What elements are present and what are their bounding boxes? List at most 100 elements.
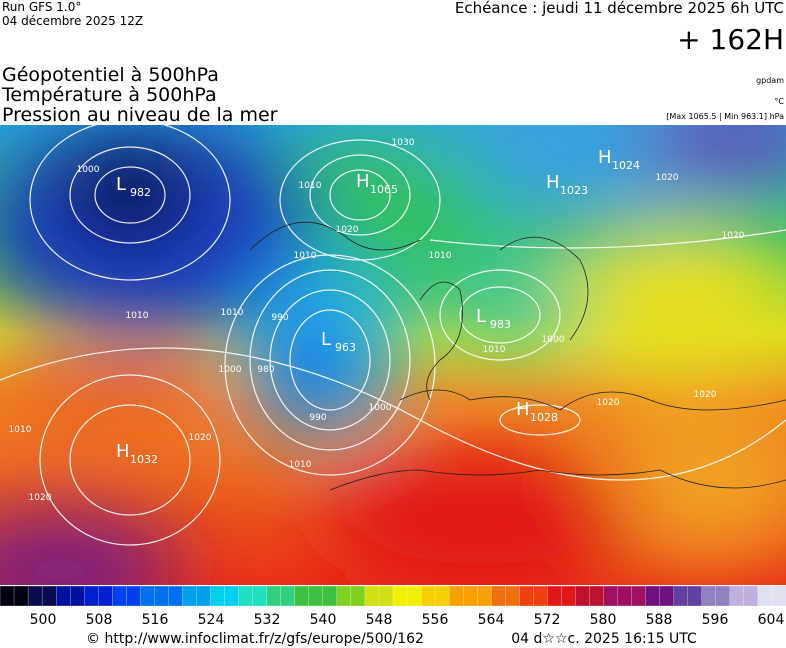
colorbar-cell [771, 585, 786, 607]
colorbar-label: 500 [30, 612, 57, 628]
colorbar-cell [84, 585, 99, 607]
colorbar-cell [13, 585, 29, 607]
isobar-label: 980 [257, 365, 274, 375]
colorbar-label: 580 [590, 612, 617, 628]
colorbar-cell [420, 585, 436, 607]
colorbar-cell [0, 585, 15, 607]
colorbar-cell [182, 585, 198, 607]
isobar-label: 1010 [9, 425, 32, 435]
colorbar-cell [477, 585, 492, 607]
isobar-label: 1020 [694, 390, 717, 400]
center-kind: L [476, 306, 486, 327]
colorbar-cell [210, 585, 226, 607]
colorbar-cell [392, 585, 408, 607]
colorbar-cell [505, 585, 520, 607]
isobar-label: 1010 [221, 308, 244, 318]
colorbar-cell [280, 585, 296, 607]
isobar-label: 1020 [29, 493, 52, 503]
center-value: 983 [490, 318, 511, 331]
colorbar-label: 564 [478, 612, 505, 628]
isobar-label: 1010 [126, 311, 149, 321]
colorbar-cell [729, 585, 745, 607]
colorbar-cell [448, 585, 464, 607]
colorbar-cell [55, 585, 71, 607]
colorbar-cell [336, 585, 352, 607]
isobar-label: 1000 [542, 335, 565, 345]
colorbar-cell [519, 585, 535, 607]
isobar-label: 1000 [219, 365, 242, 375]
colorbar-cell [294, 585, 310, 607]
colorbar-cell [743, 585, 759, 607]
colorbar-cell [631, 585, 647, 607]
run-date: 04 décembre 2025 12Z [2, 14, 143, 28]
coastlines [249, 221, 786, 491]
center-value: 982 [130, 186, 151, 199]
isobar-label: 1010 [429, 251, 452, 261]
colorbar-cell [41, 585, 57, 607]
title-pressure: Pression au niveau de la mer [2, 104, 278, 126]
lead-time: + 162H [677, 23, 784, 56]
colorbar-cell [575, 585, 591, 607]
footer-date: 04 d☆☆c. 2025 16:15 UTC [511, 631, 697, 647]
isobar-label: 1000 [77, 165, 100, 175]
colorbar-cell [603, 585, 619, 607]
colorbar-cell [126, 585, 142, 607]
colorbar-cell [98, 585, 113, 607]
colorbar-cell [27, 585, 43, 607]
colorbar-cell [378, 585, 394, 607]
colorbar-cell [673, 585, 689, 607]
pressure-range: [Max 1065.5 | Min 963.1] hPa [666, 112, 784, 121]
colorbar-cell [434, 585, 450, 607]
colorbar-label: 572 [534, 612, 561, 628]
colorbar-cell [140, 585, 156, 607]
center-kind: H [116, 441, 130, 462]
colorbar-label: 596 [702, 612, 729, 628]
colorbar-cell [645, 585, 661, 607]
colorbar-label: 548 [366, 612, 393, 628]
colorbar-cell [589, 585, 605, 607]
title-geopotential: Géopotentiel à 500hPa [2, 64, 219, 86]
isobar-label: 1020 [336, 225, 359, 235]
colorbar-label: 516 [142, 612, 169, 628]
center-value: 1028 [530, 411, 558, 424]
colorbar-cell [322, 585, 338, 607]
center-value: 1024 [612, 159, 640, 172]
isobar-label: 1010 [483, 345, 506, 355]
colorbar-cell [561, 585, 577, 607]
unit-temperature: °C [774, 97, 784, 106]
colorbar-cell [491, 585, 506, 607]
colorbar-cell [308, 585, 324, 607]
colorbar-cell [168, 585, 184, 607]
colorbar-label: 588 [646, 612, 673, 628]
isobar-label: 1020 [722, 231, 745, 241]
isobar-label: 1020 [597, 398, 620, 408]
colorbar-label: 556 [422, 612, 449, 628]
run-label: Run GFS 1.0° [2, 0, 81, 14]
colorbar-label: 540 [310, 612, 337, 628]
colorbar-cell [659, 585, 675, 607]
colorbar-cell [687, 585, 703, 607]
center-kind: H [516, 399, 530, 420]
isobar-label: 1010 [294, 251, 317, 261]
center-kind: H [356, 171, 370, 192]
colorbar-cell [547, 585, 563, 607]
isobar-label: 1010 [299, 181, 322, 191]
colorbar-label: 532 [254, 612, 281, 628]
center-kind: H [546, 172, 560, 193]
colorbar-cell [70, 585, 85, 607]
colorbar-cell [112, 585, 127, 607]
colorbar-cell [757, 585, 773, 607]
isobar-label: 1020 [189, 433, 212, 443]
center-value: 1065 [370, 183, 398, 196]
colorbar-cell [617, 585, 633, 607]
colorbar-cell [196, 585, 212, 607]
colorbar-cell [224, 585, 240, 607]
center-kind: L [321, 329, 331, 350]
center-value: 963 [335, 341, 356, 354]
isobar-label: 990 [309, 413, 326, 423]
colorbar-cell [350, 585, 366, 607]
colorbar-cell [266, 585, 282, 607]
colorbar-label: 508 [86, 612, 113, 628]
colorbar-cell [533, 585, 549, 607]
